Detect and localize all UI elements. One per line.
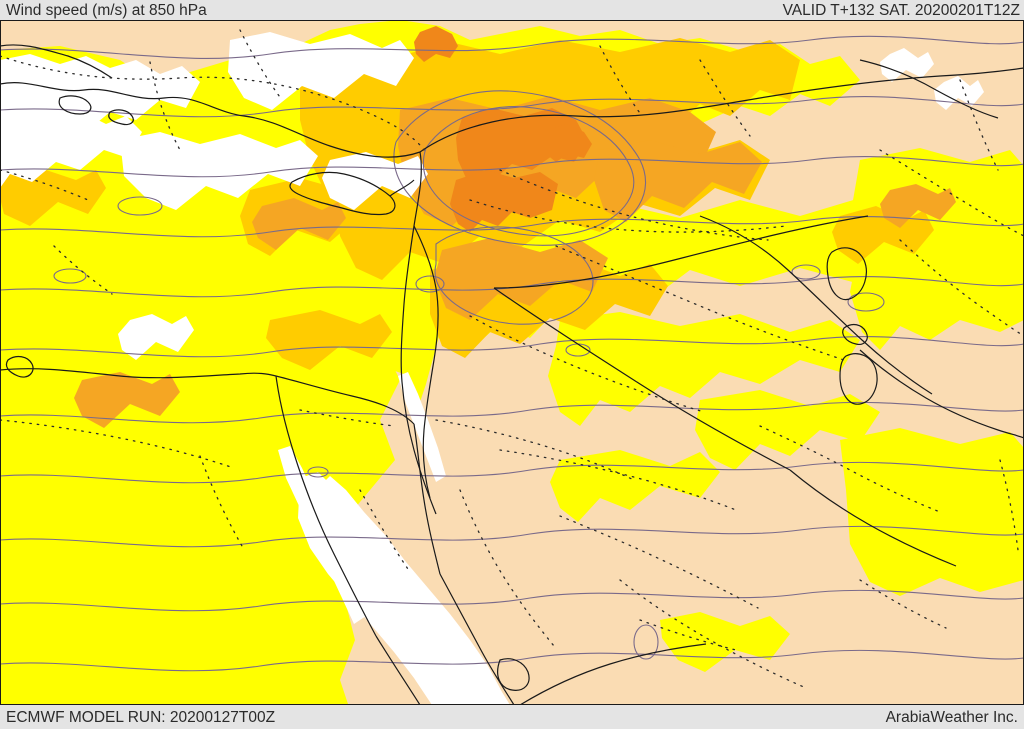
band-lowest-white <box>0 32 984 705</box>
internal-boundaries <box>0 29 1024 689</box>
page-title: Wind speed (m/s) at 850 hPa <box>6 2 207 19</box>
header-bar: Wind speed (m/s) at 850 hPa VALID T+132 … <box>0 0 1024 20</box>
band-highest-orange <box>414 26 592 232</box>
footer-bar: ECMWF MODEL RUN: 20200127T00Z ArabiaWeat… <box>0 705 1024 729</box>
wind-speed-map <box>0 20 1024 705</box>
map-canvas <box>0 20 1024 705</box>
credit-label: ArabiaWeather Inc. <box>885 709 1018 726</box>
contour-lines <box>0 35 1024 672</box>
coastlines-and-borders <box>0 44 1024 705</box>
valid-time-label: VALID T+132 SAT. 20200201T12Z <box>782 2 1020 19</box>
model-run-label: ECMWF MODEL RUN: 20200127T00Z <box>6 709 276 726</box>
